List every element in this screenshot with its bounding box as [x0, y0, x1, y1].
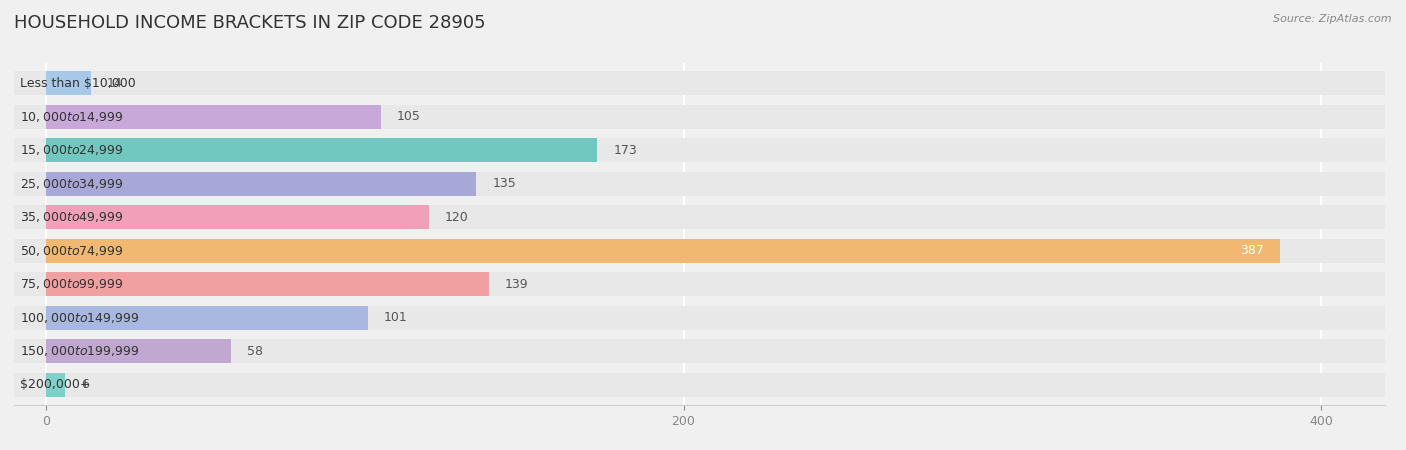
Text: 135: 135 [492, 177, 516, 190]
Text: 387: 387 [1240, 244, 1264, 257]
Bar [46, 339, 231, 364]
Text: Source: ZipAtlas.com: Source: ZipAtlas.com [1274, 14, 1392, 23]
Bar [46, 104, 381, 129]
Text: 6: 6 [82, 378, 89, 392]
Bar [14, 138, 1385, 162]
Bar [46, 306, 368, 330]
Bar [14, 71, 1385, 95]
Text: $10,000 to $14,999: $10,000 to $14,999 [21, 110, 124, 124]
Text: $25,000 to $34,999: $25,000 to $34,999 [21, 177, 124, 191]
Text: HOUSEHOLD INCOME BRACKETS IN ZIP CODE 28905: HOUSEHOLD INCOME BRACKETS IN ZIP CODE 28… [14, 14, 485, 32]
Text: $150,000 to $199,999: $150,000 to $199,999 [21, 344, 139, 358]
Text: $35,000 to $49,999: $35,000 to $49,999 [21, 210, 124, 224]
Bar [14, 339, 1385, 364]
Bar [46, 272, 489, 297]
Bar [14, 306, 1385, 330]
Text: 105: 105 [396, 110, 420, 123]
Bar [46, 205, 429, 230]
Text: $75,000 to $99,999: $75,000 to $99,999 [21, 277, 124, 291]
Text: 101: 101 [384, 311, 408, 324]
Bar [46, 138, 598, 162]
Text: Less than $10,000: Less than $10,000 [21, 76, 136, 90]
Bar [46, 71, 90, 95]
Text: $100,000 to $149,999: $100,000 to $149,999 [21, 311, 139, 325]
Bar [14, 373, 1385, 397]
Bar [14, 104, 1385, 129]
Bar [46, 373, 65, 397]
Text: $50,000 to $74,999: $50,000 to $74,999 [21, 244, 124, 258]
Text: 14: 14 [107, 76, 122, 90]
Bar [46, 171, 477, 196]
Bar [14, 238, 1385, 263]
Text: $200,000+: $200,000+ [21, 378, 91, 392]
Bar [14, 272, 1385, 297]
Text: 120: 120 [444, 211, 468, 224]
Bar [14, 205, 1385, 230]
Bar [14, 171, 1385, 196]
Text: $15,000 to $24,999: $15,000 to $24,999 [21, 143, 124, 157]
Text: 58: 58 [247, 345, 263, 358]
Bar [46, 238, 1279, 263]
Text: 139: 139 [505, 278, 529, 291]
Text: 173: 173 [613, 144, 637, 157]
